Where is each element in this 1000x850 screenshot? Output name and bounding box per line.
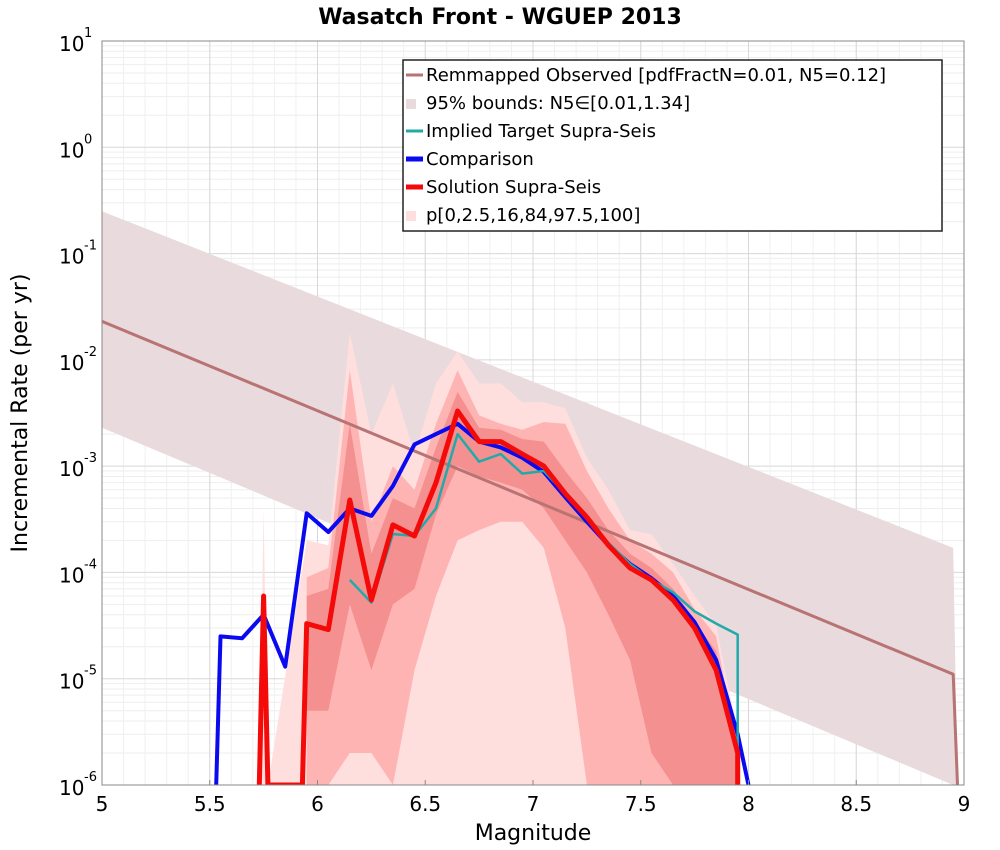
solution-band-middle: [306, 370, 738, 785]
y-tick-label: 10: [59, 32, 84, 56]
y-tick-exponent: -4: [84, 557, 97, 572]
y-tick-exponent: -6: [84, 770, 97, 785]
x-tick-label: 5: [96, 792, 109, 816]
legend-label-solution: Solution Supra-Seis: [426, 177, 601, 198]
y-tick-label: 10: [59, 776, 84, 800]
x-tick-label: 8.5: [840, 792, 872, 816]
chart-title: Wasatch Front - WGUEP 2013: [318, 5, 682, 30]
legend-label-implied: Implied Target Supra-Seis: [426, 121, 656, 142]
x-axis-ticks: 5 5.5 6 6.5 7 7.5 8 8.5 9: [96, 780, 971, 816]
series-layer: [102, 211, 959, 785]
y-tick-label: 10: [59, 670, 84, 694]
y-tick-label: 10: [59, 351, 84, 375]
legend-label-observed: Remmapped Observed [pdfFractN=0.01, N5=0…: [426, 65, 886, 86]
y-tick-label: 10: [59, 138, 84, 162]
legend-swatch-band: [406, 211, 416, 221]
y-tick-label: 10: [59, 457, 84, 481]
legend-label-comparison: Comparison: [426, 149, 534, 170]
y-tick-label: 10: [59, 245, 84, 269]
y-tick-exponent: -5: [84, 664, 97, 679]
x-tick-label: 7: [527, 792, 540, 816]
legend-label-bounds: 95% bounds: N5∈[0.01,1.34]: [426, 93, 690, 114]
x-axis-label: Magnitude: [475, 821, 592, 846]
x-tick-label: 9: [958, 792, 971, 816]
solution-line: [256, 408, 741, 785]
y-tick-exponent: 0: [84, 132, 92, 147]
x-tick-label: 8: [742, 792, 755, 816]
x-tick-label: 6: [311, 792, 324, 816]
legend: Remmapped Observed [pdfFractN=0.01, N5=0…: [402, 59, 943, 232]
legend-label-band: p[0,2.5,16,84,97.5,100]: [426, 205, 640, 226]
observed-line: [102, 320, 959, 785]
x-tick-label: 6.5: [409, 792, 441, 816]
legend-items: Remmapped Observed [pdfFractN=0.01, N5=0…: [406, 65, 886, 226]
y-tick-label: 10: [59, 563, 84, 587]
legend-swatch-bounds: [406, 99, 416, 109]
y-tick-exponent: 1: [84, 26, 92, 41]
y-tick-exponent: -1: [84, 239, 97, 254]
x-tick-label: 7.5: [625, 792, 657, 816]
y-tick-exponent: -3: [84, 451, 97, 466]
y-axis-label: Incremental Rate (per yr): [8, 274, 33, 553]
legend-box: [402, 59, 943, 232]
solution-band-inner: [306, 391, 738, 785]
y-tick-exponent: -2: [84, 345, 97, 360]
x-tick-label: 5.5: [194, 792, 226, 816]
